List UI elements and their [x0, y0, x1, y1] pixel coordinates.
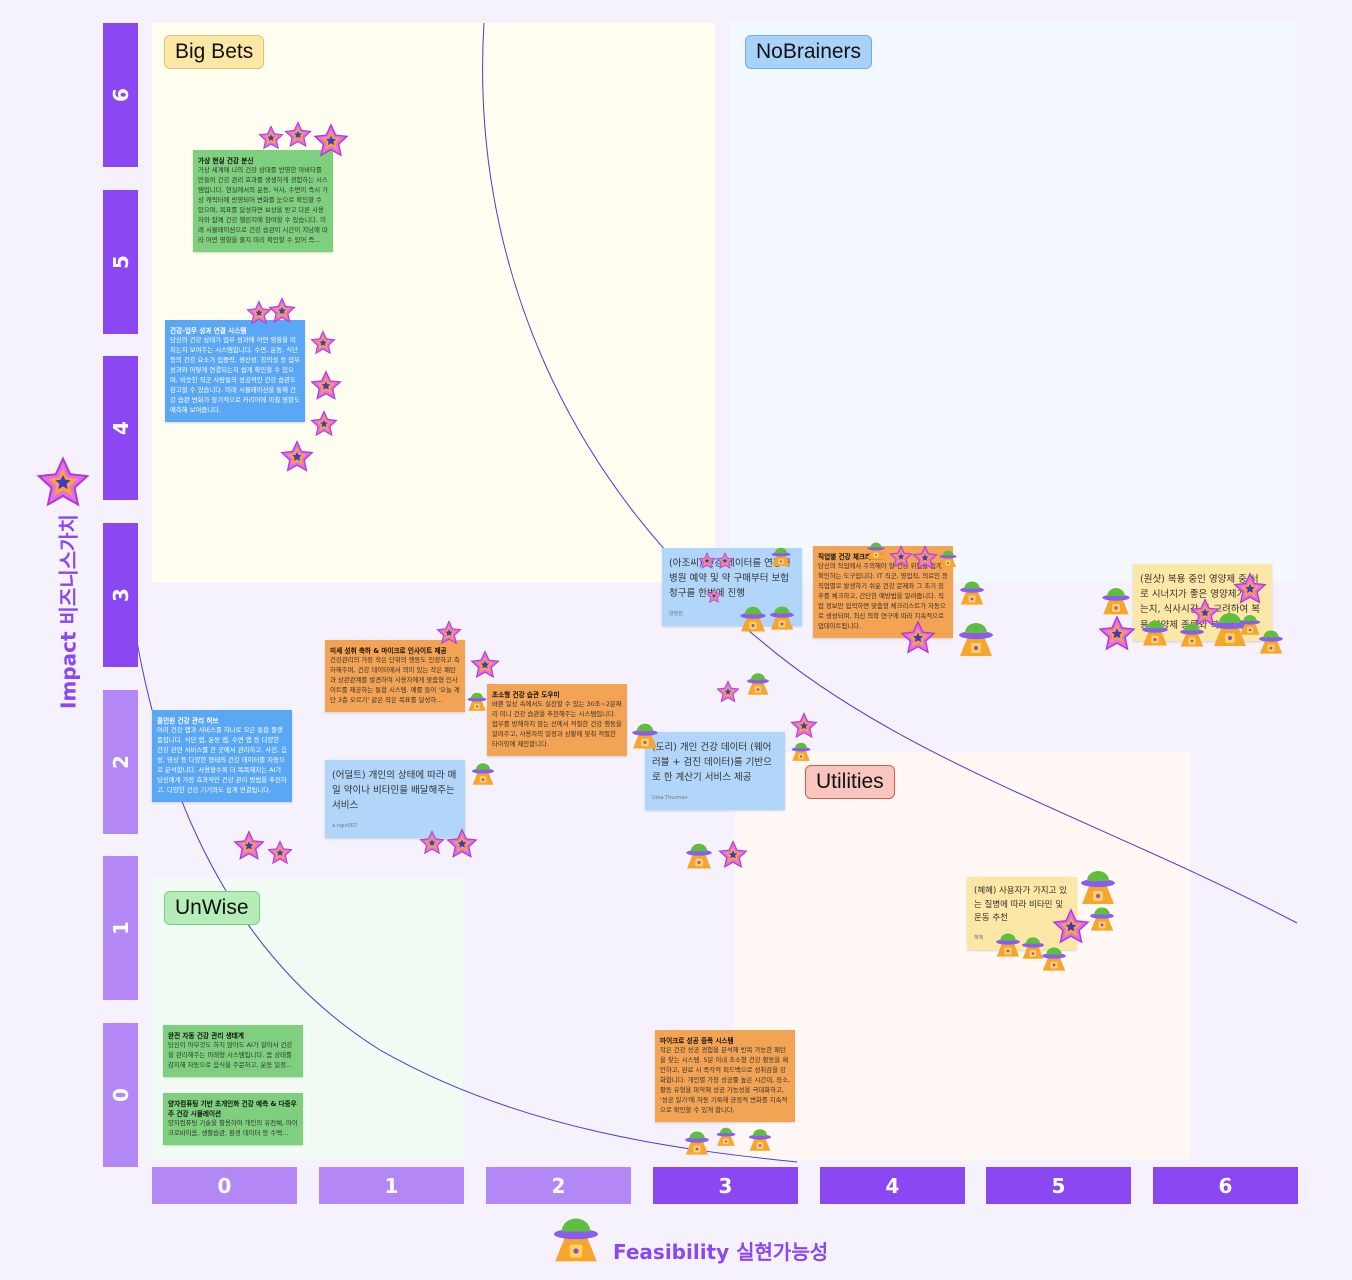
- x-tick-1: 1: [319, 1167, 464, 1204]
- sticky-note[interactable]: 미세 성취 축하 & 마이크로 인사이트 제공 건강관리의 가장 작은 단위의 행…: [325, 640, 465, 712]
- quadrant-utilities: [735, 752, 1190, 1160]
- x-axis-title: Feasibility 실현가능성: [613, 1240, 829, 1264]
- label-utilities: Utilities: [805, 765, 895, 799]
- quadrant-big-bets: [152, 23, 715, 582]
- y-tick-3: 3: [103, 523, 138, 667]
- sticky-note[interactable]: (혜혜) 사용자가 가지고 있는 질병에 따라 비타민 및 운동 추천 혜혜: [967, 877, 1077, 950]
- x-tick-4: 4: [820, 1167, 965, 1204]
- x-tick-0: 0: [152, 1167, 297, 1204]
- sticky-note[interactable]: 양자컴퓨팅 기반 초개인화 건강 예측 & 다중우주 건강 시뮬레이션 양자컴퓨팅…: [163, 1093, 303, 1146]
- sticky-note[interactable]: 마이크로 성공 증폭 시스템 작은 건강 성공 경험을 분석해 반복 가능한 패턴…: [655, 1030, 795, 1122]
- y-tick-2: 2: [103, 690, 138, 834]
- y-tick-5: 5: [103, 190, 138, 334]
- quadrant-no-brainers: [730, 23, 1297, 582]
- sticky-note[interactable]: 직업별 건강 체크리스트 당신의 직업에서 주의해야 할 건강 위험을 쉽게 확인…: [813, 546, 953, 638]
- sticky-note[interactable]: 가상 현실 건강 분신 가상 세계에 나의 건강 상태를 반영한 아바타를 만들어…: [193, 150, 333, 252]
- sticky-note[interactable]: (아조씨) 건강 데이터를 연동해 병원 예약 및 약 구매부터 보험 청구를 …: [662, 548, 802, 626]
- sticky-note[interactable]: (원샷) 복용 중인 영양제 중 서로 시너지가 좋은 영양제가 있는지, 식사…: [1133, 564, 1272, 641]
- label-big-bets: Big Bets: [164, 35, 265, 69]
- sticky-note[interactable]: 건강-업무 성과 연결 시스템 당신의 건강 상태가 업무 성과에 어떤 영향을 …: [165, 320, 305, 422]
- x-tick-5: 5: [986, 1167, 1131, 1204]
- x-tick-3: 3: [653, 1167, 798, 1204]
- sticky-note[interactable]: (어덜트) 개인의 상태에 따라 매일 약이나 비타민을 배달해주는 서비스 a.…: [325, 760, 465, 838]
- x-tick-6: 6: [1153, 1167, 1298, 1204]
- sticky-note[interactable]: 초소형 건강 습관 도우미 바쁜 일상 속에서도 실천할 수 있는 30초~2분짜…: [487, 684, 627, 756]
- label-unwise: UnWise: [164, 891, 260, 925]
- sticky-note[interactable]: 완전 자동 건강 관리 생태계 당신이 아무것도 하지 않아도 AI가 알아서 건…: [163, 1025, 303, 1077]
- y-tick-1: 1: [103, 856, 138, 1000]
- y-axis-title: Impact 비즈니스가치: [56, 514, 81, 709]
- y-tick-0: 0: [103, 1023, 138, 1167]
- x-tick-2: 2: [486, 1167, 631, 1204]
- y-tick-6: 6: [103, 23, 138, 167]
- sticky-note[interactable]: (도리) 개인 건강 데이터 (웨어러블 + 검진 데이터)를 기반으로 한 계…: [645, 732, 785, 810]
- sticky-note[interactable]: 올인원 건강 관리 허브 여러 건강 앱과 서비스를 하나로 모은 통합 플랫폼입…: [152, 710, 292, 802]
- y-tick-4: 4: [103, 356, 138, 500]
- label-no-brainers: NoBrainers: [745, 35, 873, 69]
